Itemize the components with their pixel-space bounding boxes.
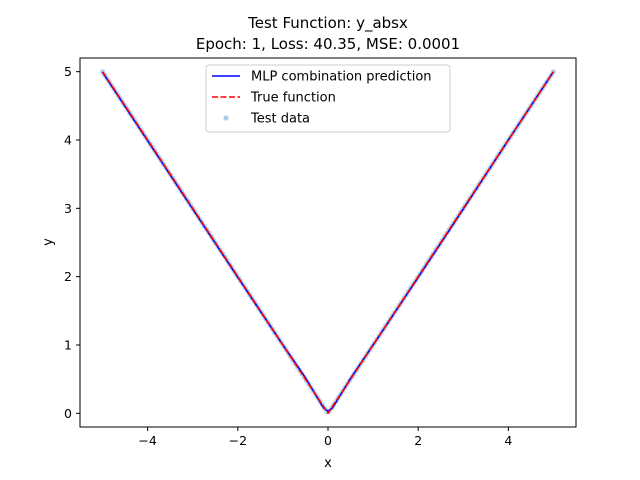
plot-area bbox=[79, 57, 577, 428]
x-tick-label: 0 bbox=[324, 433, 332, 448]
y-tick-label: 4 bbox=[64, 133, 72, 148]
x-tick-label: −2 bbox=[229, 433, 247, 448]
series-lines bbox=[101, 71, 555, 415]
legend-label-prediction: MLP combination prediction bbox=[251, 70, 432, 85]
x-ticks: −4 −2 0 2 4 bbox=[138, 427, 512, 448]
true-function-line bbox=[101, 71, 555, 415]
chart-title: Test Function: y_absx bbox=[247, 14, 408, 33]
x-axis-label: x bbox=[324, 456, 332, 471]
x-tick-label: −4 bbox=[138, 433, 156, 448]
legend-box bbox=[205, 64, 451, 133]
x-tick-label: 4 bbox=[504, 433, 512, 448]
y-tick-label: 3 bbox=[64, 201, 72, 216]
y-tick-label: 0 bbox=[64, 406, 72, 421]
legend-swatch-test-data bbox=[223, 115, 229, 121]
y-ticks: 0 1 2 3 4 5 bbox=[64, 64, 80, 421]
legend-label-test-data: Test data bbox=[250, 112, 310, 127]
y-tick-label: 1 bbox=[64, 338, 72, 353]
y-axis-label: y bbox=[41, 238, 56, 246]
y-tick-label: 2 bbox=[64, 269, 72, 284]
chart-subtitle: Epoch: 1, Loss: 40.35, MSE: 0.0001 bbox=[196, 35, 460, 53]
x-tick-label: 2 bbox=[414, 433, 422, 448]
y-tick-label: 5 bbox=[64, 64, 72, 79]
legend-label-true-function: True function bbox=[250, 91, 336, 106]
legend: MLP combination prediction True function… bbox=[205, 64, 451, 133]
